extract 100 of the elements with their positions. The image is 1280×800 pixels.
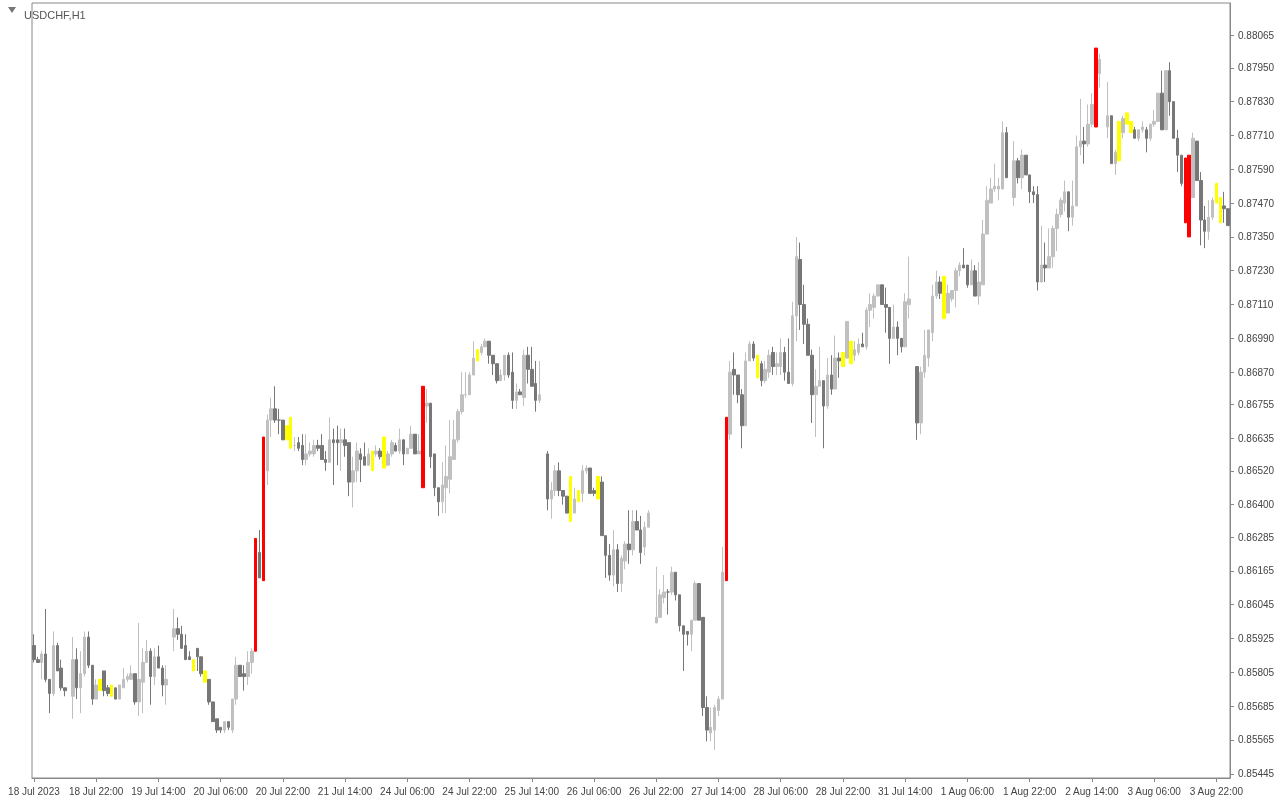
candlestick — [94, 678, 98, 700]
candlestick — [71, 636, 75, 720]
candlestick — [1222, 191, 1226, 224]
x-tick-label: 20 Jul 22:00 — [255, 785, 311, 797]
candlestick — [853, 340, 856, 362]
candlestick — [655, 566, 658, 624]
y-tick-label: 0.86400 — [1238, 499, 1275, 511]
candlestick — [262, 436, 265, 582]
candlestick — [767, 349, 771, 379]
y-tick-label: 0.85565 — [1238, 734, 1275, 746]
candlestick — [114, 687, 117, 700]
candlestick — [289, 416, 292, 449]
candlestick — [137, 622, 141, 717]
candlestick — [1082, 126, 1086, 165]
x-tick-label: 26 Jul 22:00 — [629, 785, 684, 797]
candlestick — [304, 433, 308, 466]
candlestick — [938, 275, 942, 300]
x-tick-label: 1 Aug 22:00 — [1002, 785, 1057, 797]
candlestick — [845, 320, 849, 359]
candlestick — [367, 447, 370, 466]
candlestick — [371, 450, 374, 472]
candlestick — [1043, 242, 1047, 283]
candlestick — [725, 416, 728, 582]
y-tick-label: 0.87110 — [1238, 299, 1274, 311]
x-tick-label: 3 Aug 22:00 — [1189, 785, 1244, 797]
candlestick — [837, 351, 841, 379]
candlestick — [503, 354, 506, 382]
candlestick — [254, 537, 257, 652]
candlestick — [402, 439, 405, 466]
candlestick — [359, 447, 362, 483]
x-tick-label: 28 Jul 22:00 — [815, 785, 871, 797]
candlestick — [102, 670, 106, 697]
candlestick — [1016, 157, 1020, 184]
x-tick-label: 28 Jul 06:00 — [753, 785, 809, 797]
candlestick — [841, 351, 845, 368]
y-tick-label: 0.86285 — [1238, 531, 1275, 543]
candlestick — [538, 360, 541, 404]
candlestick — [192, 659, 195, 672]
y-tick-label: 0.87590 — [1238, 163, 1275, 175]
candlestick — [728, 360, 732, 441]
candlestick — [1207, 199, 1210, 241]
candlestick — [942, 275, 946, 320]
x-tick-label: 19 Jul 14:00 — [131, 785, 187, 797]
candlestick — [417, 433, 421, 455]
candlestick — [616, 543, 619, 593]
candlestick — [760, 360, 763, 387]
candlestick — [1191, 132, 1195, 198]
candlestick — [258, 529, 261, 579]
candlestick — [1036, 185, 1039, 291]
candlestick — [1187, 154, 1191, 238]
y-tick-label: 0.85925 — [1238, 633, 1275, 644]
y-tick-label: 0.85805 — [1238, 666, 1275, 678]
candlestick — [98, 678, 102, 692]
candlestick — [849, 340, 853, 365]
candlestick — [1012, 140, 1016, 207]
candlestick — [1094, 47, 1098, 128]
x-tick-label: 18 Jul 2023 — [8, 785, 61, 797]
y-tick-label: 0.86520 — [1238, 465, 1275, 477]
candlestick — [612, 529, 615, 587]
candlestick — [413, 433, 417, 455]
candlestick — [339, 428, 343, 472]
y-tick-label: 0.87230 — [1238, 265, 1275, 277]
x-tick-label: 25 Jul 14:00 — [504, 785, 560, 797]
candlestick — [670, 566, 674, 596]
candlestick — [1020, 149, 1024, 190]
candlestick — [826, 357, 829, 410]
x-tick-label: 27 Jul 14:00 — [691, 785, 747, 797]
candlestick — [1047, 227, 1051, 269]
candlestick — [518, 388, 522, 396]
x-tick-label: 2 Aug 14:00 — [1065, 785, 1120, 797]
y-tick-label: 0.85685 — [1238, 700, 1275, 712]
candlestick — [830, 354, 833, 396]
candlestick — [896, 320, 899, 356]
y-tick-label: 0.87950 — [1238, 62, 1275, 74]
text: USDCHF,H1 — [24, 8, 86, 21]
x-tick-label: 24 Jul 22:00 — [442, 785, 498, 797]
candlestick — [153, 647, 156, 686]
y-tick-label: 0.86165 — [1238, 565, 1275, 577]
candlestick — [1098, 53, 1101, 89]
candlestick — [75, 647, 78, 700]
candlestick — [476, 349, 479, 362]
candlestick — [110, 684, 113, 697]
x-tick-label: 20 Jul 06:00 — [193, 785, 249, 797]
candlestick — [771, 346, 775, 376]
y-tick-label: 0.88065 — [1238, 29, 1275, 41]
candlestick — [577, 490, 580, 503]
candlestick — [1063, 180, 1066, 213]
candlestick — [1040, 225, 1043, 283]
candlestick — [787, 337, 790, 384]
candlestick — [1067, 191, 1070, 232]
candlestick — [666, 588, 670, 616]
candlestick — [425, 388, 429, 424]
candlestick — [1160, 70, 1164, 131]
candlestick — [627, 509, 631, 565]
candlestick — [1121, 115, 1125, 139]
candlestick — [522, 349, 526, 407]
candlestick — [596, 475, 600, 500]
candlestick — [756, 354, 759, 379]
x-tick-label: 21 Jul 14:00 — [317, 785, 373, 797]
candlestick — [1114, 149, 1117, 176]
